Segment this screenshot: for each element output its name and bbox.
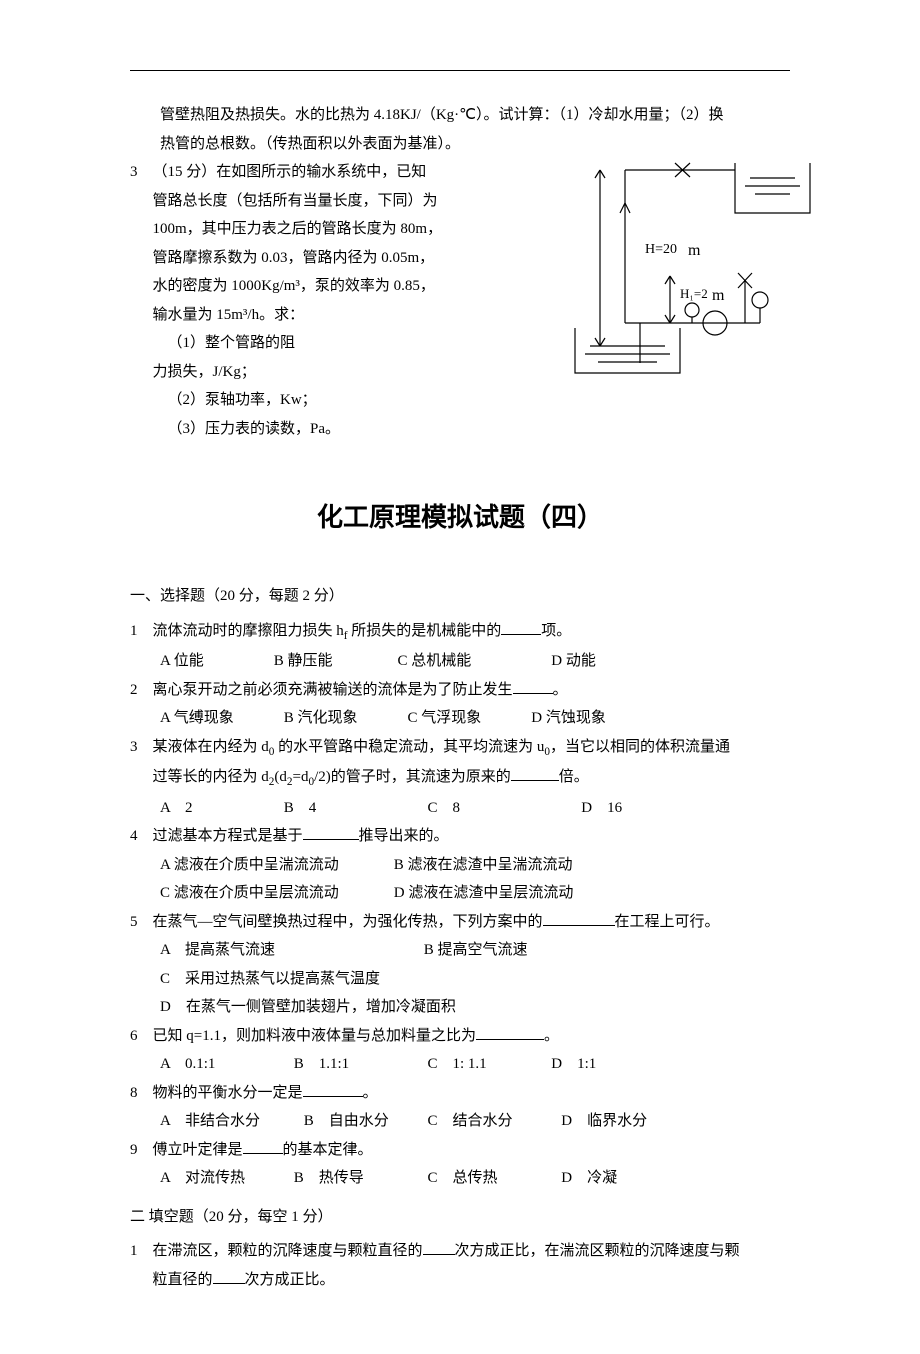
opt-A: A 非结合水分	[160, 1107, 300, 1136]
s1-q4-num: 4	[130, 822, 153, 851]
blank	[423, 1239, 455, 1255]
s2-q1: 1 在滞流区，颗粒的沉降速度与颗粒直径的次方成正比，在湍流区颗粒的沉降速度与颗 …	[130, 1237, 790, 1294]
opt-A: A 气缚现象	[160, 704, 280, 733]
q3-line-i: （2）泵轴功率，Kw；	[153, 386, 791, 415]
opt-C: C 结合水分	[428, 1107, 558, 1136]
s1-q5-opts: A 提高蒸气流速 B 提高空气流速 C 采用过热蒸气以提高蒸气温度 D 在蒸气一…	[130, 936, 790, 1022]
s1-q1-stem-c: 项。	[541, 623, 571, 639]
svg-text:m: m	[712, 287, 725, 304]
s1-q2-opts: A 气缚现象 B 汽化现象 C 气浮现象 D 汽蚀现象	[130, 704, 790, 733]
opt-A: A 对流传热	[160, 1164, 290, 1193]
blank	[543, 910, 615, 926]
opt-D: D 汽蚀现象	[531, 704, 606, 733]
q3-number: 3	[130, 158, 153, 187]
blank	[513, 678, 553, 694]
blank	[303, 824, 359, 840]
s1-q5: 5 在蒸气—空气间壁换热过程中，为强化传热，下列方案中的在工程上可行。	[130, 908, 790, 937]
opt-C: C 总传热	[428, 1164, 558, 1193]
s1-q1-opts: A 位能 B 静压能 C 总机械能 D 动能	[130, 647, 790, 676]
s1-q9-num: 9	[130, 1136, 153, 1165]
pump-system-diagram: H=20 m H₁=2 m	[520, 158, 820, 378]
opt-B: B 汽化现象	[284, 704, 404, 733]
s1-q1-num: 1	[130, 617, 153, 646]
section-2-head: 二 填空题（20 分，每空 1 分）	[130, 1203, 790, 1232]
blank	[303, 1081, 363, 1097]
opt-B: B 提高空气流速	[424, 936, 528, 965]
opt-C: C 气浮现象	[408, 704, 528, 733]
opt-A: A 提高蒸气流速	[160, 936, 420, 965]
s1-q2-stem-a: 离心泵开动之前必须充满被输送的流体是为了防止发生	[153, 682, 513, 698]
document-page: 管壁热阻及热损失。水的比热为 4.18KJ/（Kg·℃）。试计算：（1）冷却水用…	[0, 0, 920, 1354]
opt-D: D 冷凝	[561, 1164, 617, 1193]
opt-C: C 滤液在介质中呈层流流动	[160, 879, 390, 908]
opt-D: D 滤液在滤渣中呈层流流动	[394, 879, 574, 908]
opt-A: A 2	[160, 794, 280, 823]
s2-q1-num: 1	[130, 1237, 153, 1266]
opt-B: B 4	[284, 794, 424, 823]
opt-B: B 自由水分	[304, 1107, 424, 1136]
s1-q6-num: 6	[130, 1022, 153, 1051]
opt-B: B 静压能	[274, 647, 394, 676]
s1-q9: 9 傅立叶定律是的基本定律。	[130, 1136, 790, 1165]
s1-q2: 2 离心泵开动之前必须充满被输送的流体是为了防止发生 。	[130, 676, 790, 705]
blank	[476, 1024, 544, 1040]
diagram-label-H1: H₁=2	[680, 286, 708, 301]
s1-q4-opts: A 滤液在介质中呈湍流流动 B 滤液在滤渣中呈湍流流动 C 滤液在介质中呈层流流…	[130, 851, 790, 908]
opt-D: D 临界水分	[561, 1107, 647, 1136]
opt-D: D 动能	[551, 647, 596, 676]
prev-q2-cont-line1: 管壁热阻及热损失。水的比热为 4.18KJ/（Kg·℃）。试计算：（1）冷却水用…	[130, 101, 790, 130]
s1-q1-stem-b: 所损失的是机械能中的	[348, 623, 502, 639]
s1-q3-opts: A 2 B 4 C 8 D 16	[130, 794, 790, 823]
opt-D: D 1:1	[551, 1050, 596, 1079]
blank	[213, 1268, 245, 1284]
opt-B: B 热传导	[294, 1164, 424, 1193]
diagram-label-H: H=20	[645, 242, 677, 257]
opt-A: A 位能	[160, 647, 270, 676]
prev-q2-cont-line2: 热管的总根数。（传热面积以外表面为基准）。	[130, 130, 790, 159]
opt-D: D 在蒸气一侧管壁加装翅片，增加冷凝面积	[160, 993, 456, 1022]
section-1-head: 一、选择题（20 分，每题 2 分）	[130, 582, 790, 611]
s1-q8-opts: A 非结合水分 B 自由水分 C 结合水分 D 临界水分	[130, 1107, 790, 1136]
q3-line-j: （3）压力表的读数，Pa。	[153, 415, 791, 444]
opt-B: B 1.1:1	[294, 1050, 424, 1079]
s1-q2-num: 2	[130, 676, 153, 705]
opt-C: C 1: 1.1	[428, 1050, 548, 1079]
s1-q3-num: 3	[130, 733, 153, 762]
opt-C: C 采用过热蒸气以提高蒸气温度	[160, 965, 380, 994]
s1-q6: 6 已知 q=1.1，则加料液中液体量与总加料量之比为。	[130, 1022, 790, 1051]
s1-q8-num: 8	[130, 1079, 153, 1108]
blank	[501, 619, 541, 635]
s1-q6-opts: A 0.1:1 B 1.1:1 C 1: 1.1 D 1:1	[130, 1050, 790, 1079]
blank	[511, 765, 559, 781]
opt-A: A 0.1:1	[160, 1050, 290, 1079]
opt-C: C 总机械能	[398, 647, 548, 676]
top-rule	[130, 70, 790, 71]
s1-q2-stem-b: 。	[553, 682, 568, 698]
blank	[243, 1138, 283, 1154]
s1-q4: 4 过滤基本方程式是基于推导出来的。	[130, 822, 790, 851]
s1-q1: 1 流体流动时的摩擦阻力损失 hf 所损失的是机械能中的项。	[130, 617, 790, 647]
question-3-block: 3 （15 分）在如图所示的输水系统中，已知 管路总长度（包括所有当量长度，下同…	[130, 158, 790, 443]
s1-q9-opts: A 对流传热 B 热传导 C 总传热 D 冷凝	[130, 1164, 790, 1193]
s1-q8: 8 物料的平衡水分一定是。	[130, 1079, 790, 1108]
opt-D: D 16	[581, 794, 622, 823]
svg-text:m: m	[688, 242, 701, 259]
s1-q3: 3 某液体在内经为 d0 的水平管路中稳定流动，其平均流速为 u0，当它以相同的…	[130, 733, 790, 794]
opt-C: C 8	[428, 794, 578, 823]
s1-q1-stem-a: 流体流动时的摩擦阻力损失 h	[153, 623, 344, 639]
opt-A: A 滤液在介质中呈湍流流动	[160, 851, 390, 880]
opt-B: B 滤液在滤渣中呈湍流流动	[394, 851, 573, 880]
exam-title: 化工原理模拟试题（四）	[130, 493, 790, 542]
s1-q5-num: 5	[130, 908, 153, 937]
